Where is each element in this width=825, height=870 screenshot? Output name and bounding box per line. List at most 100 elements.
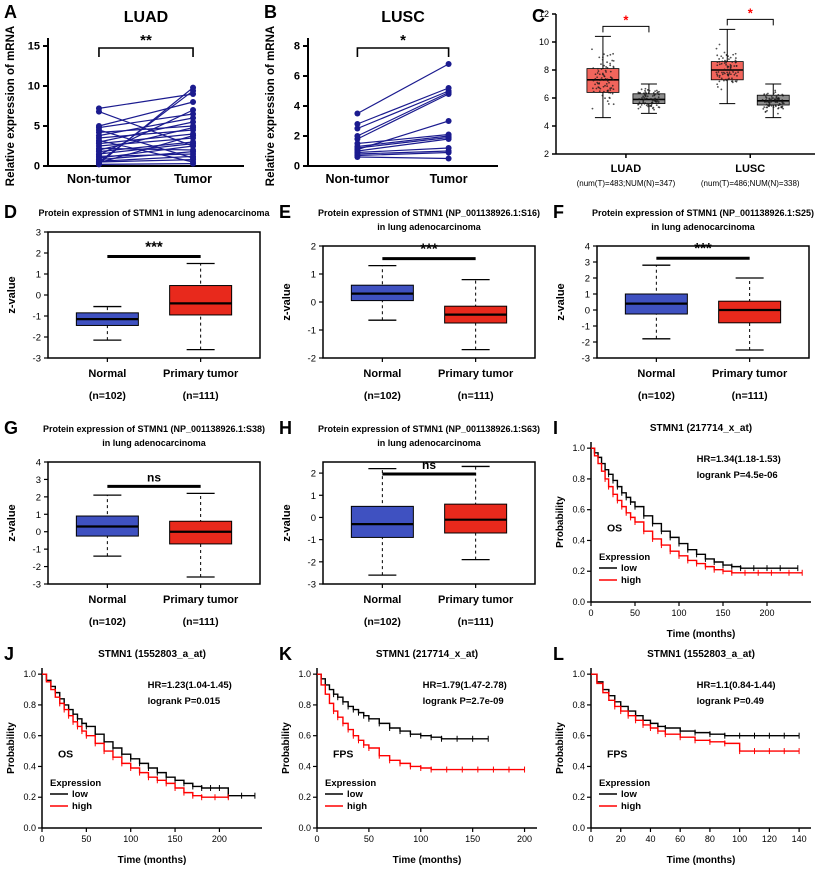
svg-text:0.8: 0.8 xyxy=(572,474,585,484)
panel-h-chart: Protein expression of STMN1 (NP_00113892… xyxy=(281,424,540,628)
svg-text:*: * xyxy=(400,32,406,49)
svg-text:STMN1 (1552803_a_at): STMN1 (1552803_a_at) xyxy=(647,649,755,660)
svg-text:Probability: Probability xyxy=(281,722,292,774)
svg-text:4: 4 xyxy=(36,458,41,469)
svg-text:Tumor: Tumor xyxy=(174,172,212,186)
svg-text:Probability: Probability xyxy=(555,722,566,774)
svg-text:Time (months): Time (months) xyxy=(393,855,462,866)
svg-text:*: * xyxy=(623,12,629,27)
svg-text:Relative expression of mRNA: Relative expression of mRNA xyxy=(5,26,17,186)
svg-text:Primary tumor: Primary tumor xyxy=(163,594,239,606)
panel-b: B LUSC 0 2 4 6 8 Non-tumor Tumor Relative expres… xyxy=(262,2,514,200)
panel-d-chart: Protein expression of STMN1 in lung aden… xyxy=(6,208,271,402)
svg-text:0.6: 0.6 xyxy=(23,731,36,741)
panel-i-letter: I xyxy=(553,418,559,438)
svg-text:0: 0 xyxy=(36,527,41,538)
svg-text:6: 6 xyxy=(544,93,549,103)
svg-text:Tumor: Tumor xyxy=(430,172,468,186)
svg-text:0: 0 xyxy=(34,161,40,173)
svg-text:(num(T)=483;NUM(N)=347): (num(T)=483;NUM(N)=347) xyxy=(577,179,676,188)
svg-text:low: low xyxy=(621,789,637,800)
svg-text:in lung adenocarcinoma: in lung adenocarcinoma xyxy=(102,438,207,448)
svg-text:logrank P=0.015: logrank P=0.015 xyxy=(148,696,221,707)
panel-j-letter: J xyxy=(4,644,15,664)
svg-text:0: 0 xyxy=(311,513,316,524)
svg-text:low: low xyxy=(72,789,88,800)
panel-c-chart: 2 4 6 8 10 12 * LUAD (num(T)=483;NUM(N)=347) * LUS… xyxy=(539,5,815,188)
svg-text:0: 0 xyxy=(588,834,593,844)
panel-f: F Protein expression of STMN1 (NP_001138… xyxy=(551,202,823,416)
svg-text:200: 200 xyxy=(517,834,532,844)
svg-text:-1: -1 xyxy=(33,312,41,323)
svg-text:0: 0 xyxy=(311,298,316,309)
svg-text:low: low xyxy=(621,563,637,574)
svg-text:STMN1 (1552803_a_at): STMN1 (1552803_a_at) xyxy=(98,649,206,660)
svg-text:0.8: 0.8 xyxy=(23,700,36,710)
svg-text:z-value: z-value xyxy=(281,283,293,320)
svg-text:Primary tumor: Primary tumor xyxy=(712,368,788,380)
svg-text:200: 200 xyxy=(759,608,774,618)
svg-text:0.0: 0.0 xyxy=(23,823,36,833)
svg-text:1: 1 xyxy=(311,491,316,502)
panel-j: J STMN1 (1552803_a_at) 0.0 0.2 0.4 0.6 0.8 1.0… xyxy=(2,644,274,868)
svg-text:150: 150 xyxy=(465,834,480,844)
svg-text:0.6: 0.6 xyxy=(298,731,311,741)
svg-text:HR=1.34(1.18-1.53): HR=1.34(1.18-1.53) xyxy=(697,454,781,465)
panel-l-letter: L xyxy=(553,644,564,664)
svg-text:0.4: 0.4 xyxy=(298,761,311,771)
svg-text:(n=111): (n=111) xyxy=(183,616,219,628)
svg-text:(n=102): (n=102) xyxy=(638,390,675,402)
svg-text:LUAD: LUAD xyxy=(611,163,642,175)
svg-text:1: 1 xyxy=(311,270,316,281)
svg-text:1: 1 xyxy=(36,270,41,281)
panel-a: A LUAD 0 5 10 15 Non-tumor Tumor Relative expre… xyxy=(2,2,260,200)
svg-text:z-value: z-value xyxy=(6,276,18,313)
svg-text:Time (months): Time (months) xyxy=(118,855,187,866)
svg-text:0: 0 xyxy=(314,834,319,844)
svg-text:LUAD: LUAD xyxy=(124,9,168,26)
svg-text:z-value: z-value xyxy=(281,504,293,541)
svg-text:4: 4 xyxy=(585,242,590,253)
svg-text:(n=102): (n=102) xyxy=(364,616,401,628)
panel-e: E Protein expression of STMN1 (NP_001138… xyxy=(277,202,549,416)
svg-text:**: ** xyxy=(140,32,152,49)
svg-text:-2: -2 xyxy=(308,557,316,568)
svg-text:Primary tumor: Primary tumor xyxy=(438,594,514,606)
svg-text:0.6: 0.6 xyxy=(572,505,585,515)
svg-text:6: 6 xyxy=(294,71,300,83)
svg-text:Normal: Normal xyxy=(363,594,401,606)
svg-text:high: high xyxy=(621,575,641,586)
svg-text:-1: -1 xyxy=(33,545,41,556)
svg-text:Probability: Probability xyxy=(555,496,566,548)
svg-text:10: 10 xyxy=(28,81,40,93)
svg-text:3: 3 xyxy=(36,228,41,239)
svg-text:Protein expression of STMN1 (N: Protein expression of STMN1 (NP_00113892… xyxy=(318,208,540,218)
svg-text:0.6: 0.6 xyxy=(572,731,585,741)
svg-text:1.0: 1.0 xyxy=(572,669,585,679)
svg-text:(n=111): (n=111) xyxy=(183,390,219,402)
svg-text:50: 50 xyxy=(364,834,374,844)
svg-text:STMN1 (217714_x_at): STMN1 (217714_x_at) xyxy=(650,423,752,434)
panel-c-letter: C xyxy=(532,6,545,26)
panel-d-letter: D xyxy=(4,202,17,222)
svg-text:100: 100 xyxy=(671,608,686,618)
svg-text:2: 2 xyxy=(585,274,590,285)
panel-g-letter: G xyxy=(4,418,19,438)
panel-d: D Protein expression of STMN1 in lung ad… xyxy=(2,202,274,416)
panel-f-chart: Protein expression of STMN1 (NP_00113892… xyxy=(555,208,814,402)
svg-text:0.0: 0.0 xyxy=(572,597,585,607)
svg-text:0.0: 0.0 xyxy=(298,823,311,833)
svg-text:0.4: 0.4 xyxy=(23,761,36,771)
svg-text:100: 100 xyxy=(123,834,138,844)
svg-text:HR=1.79(1.47-2.78): HR=1.79(1.47-2.78) xyxy=(423,680,507,691)
svg-text:12: 12 xyxy=(539,9,549,19)
svg-text:OS: OS xyxy=(58,749,73,761)
svg-text:8: 8 xyxy=(294,41,300,53)
panel-l: L STMN1 (1552803_a_at) 0.0 0.2 0.4 0.6 0.8 1.0… xyxy=(551,644,823,868)
svg-text:STMN1 (217714_x_at): STMN1 (217714_x_at) xyxy=(376,649,478,660)
svg-text:(n=111): (n=111) xyxy=(732,390,768,402)
svg-text:15: 15 xyxy=(28,41,40,53)
svg-text:FPS: FPS xyxy=(333,749,353,761)
svg-text:1.0: 1.0 xyxy=(23,669,36,679)
